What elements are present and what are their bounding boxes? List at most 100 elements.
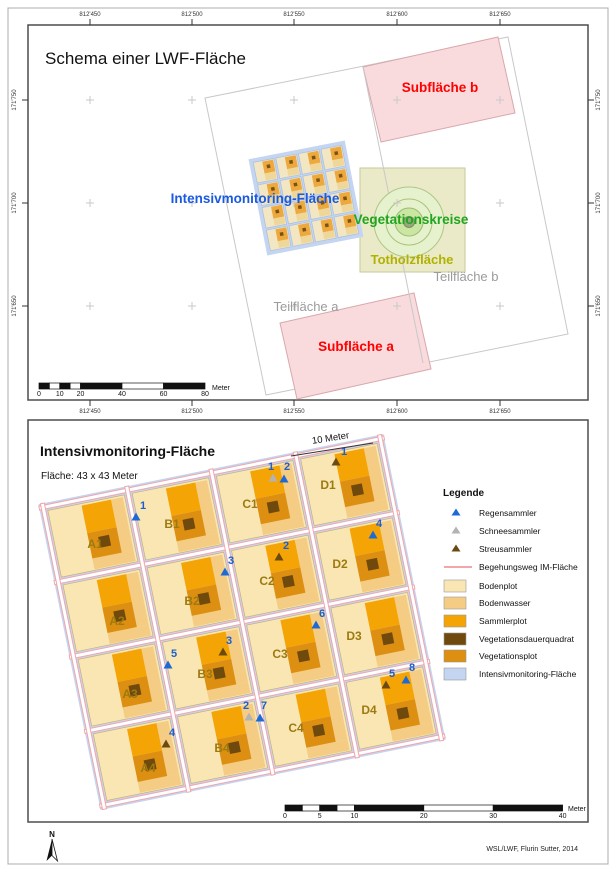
cell-bodenwasser [206,681,251,702]
marker-number: 6 [319,608,325,620]
x-axis-label-top: 812'550 [283,12,305,18]
sammlerplot-legend-swatch [443,614,467,628]
totholzflaeche-label: Totholzfläche [371,252,454,267]
cell-sammlerplot [364,597,400,631]
mini-cell-quadrat [266,164,271,169]
legend-item-label: Vegetationsdauerquadrat [479,634,575,644]
credit-text: WSL/LWF, Flurin Sutter, 2014 [486,846,578,853]
cell-bodenwasser [291,664,335,684]
x-axis-label-bottom: 812'600 [386,409,408,415]
bottom-scalebar-tick-label: 0 [283,813,287,820]
bottom-map-title: Intensivmonitoring-Fläche [40,443,215,459]
subflaeche-b-label: Subfläche b [402,80,479,95]
mini-cell-quadrat [293,182,298,187]
cell-bodenwasser [176,533,220,553]
cell-sammlerplot [165,482,201,516]
x-axis-label-top: 812'450 [79,12,101,18]
mini-cell-bodenwasser [341,203,354,213]
begehungsweg-vertical [208,468,276,776]
coordinate-axis-labels: 812'450 812'450 812'500 812'500 812'550 812'5… [12,12,602,415]
mini-cell-bodenwasser [332,158,345,168]
streusammler-marker-icon [161,739,171,748]
cell-sammlerplot [295,688,331,723]
cell-bodenwasser [222,756,266,776]
cell-label-A4: A4 [140,761,156,775]
legend-item-label: Intensivmonitoring-Fläche [479,669,577,679]
cell-vegetationsdauerquadrat [381,632,395,646]
cell-bodenwasser [394,594,417,651]
begehungsweg-vertical [376,433,445,742]
cell-vegetationsdauerquadrat [312,723,326,737]
cell-label-D3: D3 [346,629,362,643]
bottom-scalebar-segment [284,804,303,812]
cell-bodenwasser [137,773,182,793]
bodenwasser-legend-swatch [443,596,467,610]
cell-vegetationsdauerquadrat [227,741,241,755]
subflaeche-b-area [362,36,516,143]
y-axis-label-left: 171'700 [12,192,18,214]
streusammler-marker-icon [218,647,228,656]
cell-bodenwasser [191,607,236,627]
schneesammler-legend-icon [451,526,461,534]
cell-vegetationsdauerquadrat [350,483,364,497]
subflaeche-a-label: Subfläche a [318,339,394,354]
cell-vegetationsdauerquadrat [366,557,380,571]
cell-vegetationsdauerquadrat [266,500,280,514]
coordinate-grid-crosses [86,96,504,310]
cell-bodenwasser [294,537,318,593]
cell-sammlerplot [96,574,132,608]
north-needle-light [51,838,59,863]
top-scalebar-tick-label: 10 [56,391,64,398]
teilflaeche-a-label: Teilfläche a [273,299,339,314]
bottom-scalebar-unit: Meter [568,806,587,813]
marker-number: 2 [243,700,249,712]
marker-number: 1 [341,446,347,458]
marker-number: 8 [409,662,415,674]
cell-label-C4: C4 [288,721,304,735]
mini-cell-bodenwasser [300,234,313,244]
mini-cell-bodenwasser [273,216,286,226]
mini-cell-quadrat [289,159,294,164]
marker-number: 7 [261,700,267,712]
bottom-scalebar-tick-label: 10 [351,813,359,820]
mini-cell-quadrat [275,209,280,214]
top-scalebar-segment [69,382,81,390]
cell-label-B4: B4 [214,741,230,755]
mini-cell-bodenwasser [291,189,304,199]
streusammler-marker-icon [331,457,341,466]
regensammler-marker-icon [255,713,265,722]
cell-sammlerplot [265,539,301,574]
cell-vegetationsdauerquadrat [197,592,211,606]
cell-label-C1: C1 [242,497,258,511]
mini-cell-bodenwasser [314,185,327,195]
cell-sammlerplot [81,499,117,534]
cell-bodenwasser [409,669,432,725]
cell-vegetationsdauerquadrat [396,706,410,720]
cell-bodenwasser [390,722,434,742]
cell-vegetationsdauerquadrat [113,609,127,623]
streusammler-legend-icon [451,544,461,552]
legend-title: Legende [443,488,485,499]
cell-bodenwasser [126,571,149,628]
cell-bodenwasser [260,515,305,536]
begehungsweg-vertical [39,502,108,811]
mini-cell-quadrat [316,178,321,183]
cell-bodenwasser [141,646,164,702]
regensammler-marker-icon [401,675,411,684]
x-axis-label-top: 812'600 [386,12,408,18]
bottom-scalebar-tick-label: 20 [420,813,428,820]
regensammler-legend-icon [451,508,461,516]
top-scalebar-segment [163,382,206,390]
im_flaeche-legend-swatch [443,667,467,681]
begehungsweg-vertical [292,450,360,759]
regensammler-marker-icon [279,474,289,483]
cell-sammlerplot [349,522,385,557]
top-scalebar-segment [38,382,50,390]
schneesammler-marker-icon [268,473,278,482]
top-map-panel: Schema einer LWF-Fläche Subfläche b Subf… [12,12,602,415]
cell-sammlerplot [250,465,286,499]
bottom-scalebar-segment [336,804,355,812]
mini-cell-bodenwasser [268,193,282,203]
bottom-scalebar-tick-label: 30 [489,813,497,820]
marker-number: 2 [283,540,289,552]
